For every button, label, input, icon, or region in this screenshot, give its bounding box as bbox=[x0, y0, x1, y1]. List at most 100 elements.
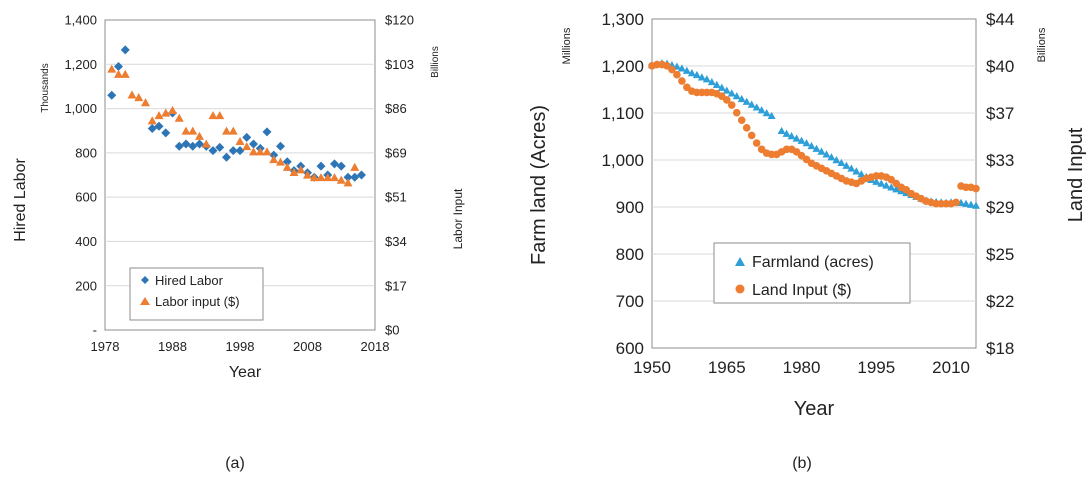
data-point bbox=[215, 111, 225, 120]
data-point bbox=[357, 170, 366, 180]
y-tick-label-left: 1,000 bbox=[64, 101, 97, 116]
data-point bbox=[242, 142, 252, 151]
series-land-input bbox=[648, 60, 980, 208]
data-point bbox=[181, 139, 191, 149]
legend-label-land-input: Land Input ($) bbox=[752, 282, 852, 299]
data-point bbox=[235, 136, 245, 146]
data-point bbox=[107, 90, 117, 100]
data-point bbox=[208, 146, 218, 156]
legend-marker-farmland bbox=[735, 257, 745, 266]
data-point bbox=[114, 69, 123, 78]
data-point bbox=[282, 157, 292, 167]
data-point bbox=[857, 170, 866, 178]
x-tick-labels-a: 1978 1988 1998 2008 2018 bbox=[91, 339, 390, 354]
data-point bbox=[127, 90, 137, 99]
data-point bbox=[303, 170, 312, 179]
data-point bbox=[168, 105, 177, 115]
y-tick-label-right: $25 bbox=[986, 245, 1014, 264]
gridlines-a bbox=[105, 63, 375, 287]
data-point bbox=[120, 69, 130, 78]
data-point bbox=[668, 65, 676, 74]
data-point bbox=[842, 161, 851, 169]
data-point bbox=[677, 64, 686, 72]
data-point bbox=[336, 161, 346, 171]
data-point bbox=[727, 101, 736, 109]
y-tick-label-right: $34 bbox=[385, 234, 407, 249]
data-point bbox=[822, 150, 831, 158]
data-point bbox=[797, 136, 806, 144]
y-units-left-b: Millions bbox=[561, 27, 573, 64]
data-point bbox=[323, 173, 333, 182]
data-point bbox=[972, 201, 980, 209]
legend-b: Farmland (acres) Land Input ($) bbox=[713, 242, 911, 304]
data-point bbox=[249, 147, 258, 156]
y-tick-label-left: 1,200 bbox=[601, 57, 644, 76]
data-point bbox=[255, 147, 265, 156]
x-tick-label: 2018 bbox=[361, 339, 390, 354]
x-axis-title-a: Year bbox=[229, 364, 262, 381]
data-point bbox=[208, 111, 218, 120]
data-point bbox=[201, 139, 211, 148]
data-point bbox=[777, 126, 786, 135]
x-axis-title-b: Year bbox=[794, 398, 835, 420]
data-point bbox=[967, 200, 976, 208]
data-point bbox=[181, 126, 191, 135]
y-tick-label-right: $0 bbox=[385, 323, 399, 338]
data-point bbox=[747, 100, 756, 108]
data-point bbox=[707, 77, 716, 86]
y-tick-label-left: 600 bbox=[75, 190, 97, 205]
data-point bbox=[350, 162, 360, 171]
data-point bbox=[812, 144, 821, 152]
data-point bbox=[147, 116, 157, 125]
data-point bbox=[309, 173, 319, 182]
y-tick-label-right: $51 bbox=[385, 190, 407, 205]
data-point bbox=[134, 93, 144, 102]
data-point bbox=[673, 70, 681, 79]
y-tick-label-left: 800 bbox=[616, 245, 644, 264]
legend-marker-hired-labor bbox=[141, 276, 149, 284]
data-point bbox=[269, 155, 279, 164]
data-point bbox=[752, 103, 761, 111]
y-tick-label-left: 200 bbox=[75, 278, 97, 293]
legend-box-a bbox=[129, 267, 264, 321]
data-point bbox=[807, 141, 816, 150]
data-point bbox=[972, 184, 980, 193]
data-point bbox=[687, 69, 696, 77]
data-point bbox=[161, 108, 171, 117]
data-point bbox=[154, 111, 164, 120]
data-point bbox=[737, 116, 746, 125]
data-point bbox=[262, 147, 272, 156]
data-point bbox=[742, 97, 751, 105]
data-point bbox=[792, 134, 801, 142]
data-point bbox=[316, 173, 326, 182]
panel-label-a: (a) bbox=[225, 455, 245, 472]
data-point bbox=[767, 111, 776, 120]
y-tick-label-right: $17 bbox=[385, 278, 407, 293]
data-point bbox=[262, 127, 272, 137]
y-tick-label-right: $44 bbox=[986, 10, 1014, 29]
x-tick-label: 1965 bbox=[708, 358, 746, 377]
data-point bbox=[154, 121, 164, 131]
y-tick-label-left: 700 bbox=[616, 292, 644, 311]
data-point bbox=[742, 124, 751, 132]
y-axis-title-right-b: Land Input bbox=[1065, 127, 1087, 222]
data-point bbox=[782, 129, 791, 137]
legend-marker-land-input bbox=[735, 284, 745, 294]
y-units-right-a: Billions bbox=[430, 46, 441, 78]
legend-label-hired-labor: Hired Labor bbox=[155, 273, 224, 288]
series-labor-input bbox=[107, 64, 360, 187]
data-point bbox=[837, 158, 846, 167]
data-point bbox=[732, 92, 741, 100]
y-tick-label-right: $40 bbox=[986, 57, 1014, 76]
data-point bbox=[147, 124, 157, 133]
data-point bbox=[702, 75, 711, 83]
data-point bbox=[752, 139, 761, 147]
data-point bbox=[727, 89, 736, 97]
data-point bbox=[802, 139, 811, 147]
y-units-right-b: Billions bbox=[1036, 27, 1048, 62]
legend-marker-labor-input bbox=[140, 297, 150, 305]
data-point bbox=[787, 132, 796, 140]
data-point bbox=[276, 157, 285, 166]
data-point bbox=[827, 153, 836, 161]
